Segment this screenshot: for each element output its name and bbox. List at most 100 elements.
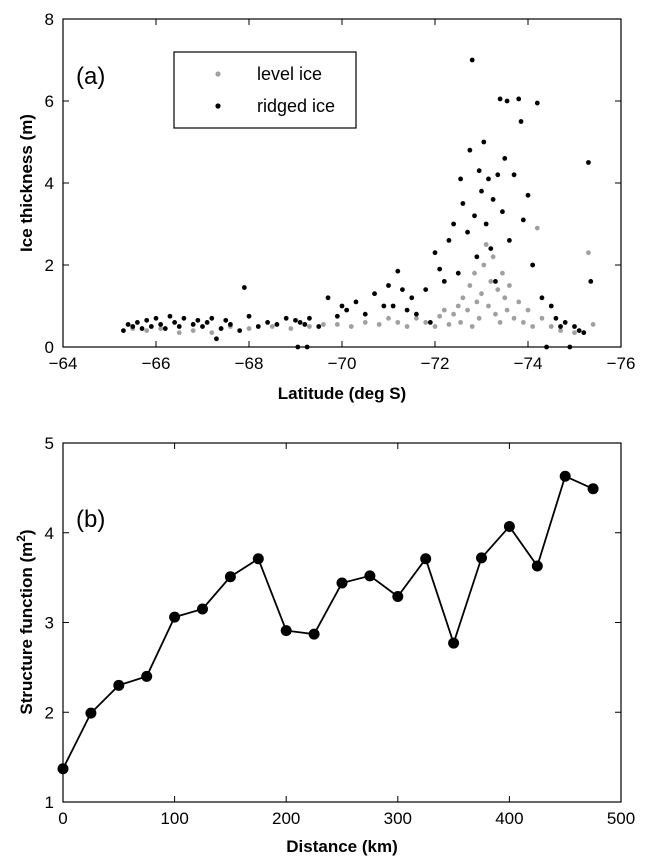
ridged-ice-point bbox=[339, 303, 345, 309]
level-ice-point bbox=[507, 283, 512, 288]
scatter-panel-a: −64 −66 −68 −70 −72 −74 −76 0 2 4 6 8 (a) level ice… bbox=[17, 10, 635, 403]
ridged-ice-point bbox=[474, 254, 480, 260]
x-tick-label-b: 300 bbox=[384, 809, 412, 828]
ridged-ice-point bbox=[400, 287, 405, 292]
ridged-ice-point bbox=[148, 324, 154, 329]
ridged-ice-point bbox=[158, 322, 164, 327]
legend-box bbox=[173, 51, 357, 129]
y-tick-label-b: 3 bbox=[45, 614, 54, 633]
data-point bbox=[559, 470, 571, 482]
ridged-ice-point bbox=[460, 201, 466, 206]
data-point bbox=[587, 483, 599, 495]
data-point bbox=[392, 590, 404, 602]
level-ice-point bbox=[246, 326, 252, 331]
y-axis-label-b-main: Structure function (m bbox=[17, 542, 36, 715]
ridged-ice-point bbox=[469, 57, 475, 63]
level-ice-point bbox=[321, 322, 326, 327]
data-point bbox=[169, 611, 181, 623]
level-ice-point bbox=[520, 320, 526, 325]
ridged-ice-point bbox=[516, 96, 522, 102]
level-ice-point bbox=[525, 307, 531, 313]
data-point bbox=[503, 520, 515, 532]
y-axis-label-b-tail: ) bbox=[17, 529, 36, 535]
ridged-ice-point bbox=[125, 322, 131, 327]
level-ice-point bbox=[474, 299, 480, 305]
ridged-ice-point bbox=[500, 209, 505, 215]
level-ice-point bbox=[590, 322, 596, 327]
ridged-ice-point bbox=[372, 291, 377, 297]
data-point bbox=[85, 707, 97, 719]
y-tick-label-a: 6 bbox=[45, 92, 54, 111]
ridged-ice-point bbox=[130, 324, 136, 329]
plot-area-b bbox=[62, 442, 622, 803]
data-point bbox=[448, 637, 460, 649]
level-ice-point bbox=[423, 320, 429, 325]
level-ice-point bbox=[395, 320, 401, 325]
ridged-ice-point bbox=[586, 160, 591, 165]
ridged-ice-point bbox=[121, 328, 126, 333]
ridged-ice-point bbox=[223, 317, 229, 323]
level-ice-point bbox=[460, 295, 466, 301]
ridged-ice-point bbox=[265, 320, 270, 325]
y-tick-label-b: 1 bbox=[45, 793, 54, 812]
ridged-ice-point bbox=[181, 315, 187, 321]
level-ice-point bbox=[458, 320, 463, 325]
ridged-ice-point bbox=[218, 326, 224, 331]
legend: level ice ridged ice bbox=[173, 51, 357, 129]
level-ice-point bbox=[502, 295, 508, 301]
level-ice-point bbox=[414, 315, 419, 321]
level-ice-point bbox=[548, 324, 554, 329]
ridged-ice-point bbox=[297, 320, 303, 325]
y-tick-label-b: 2 bbox=[45, 703, 54, 722]
level-ice-point bbox=[437, 313, 443, 319]
level-ice-point bbox=[376, 322, 382, 327]
level-ice-point bbox=[476, 315, 482, 321]
ridged-ice-point bbox=[302, 322, 308, 327]
y-tick-label-b: 5 bbox=[45, 434, 54, 453]
ridged-ice-point bbox=[255, 324, 261, 329]
x-tick-label-b: 400 bbox=[495, 809, 523, 828]
level-ice-point bbox=[467, 283, 473, 288]
ridged-ice-point bbox=[507, 238, 512, 243]
x-tick-label-a: −68 bbox=[235, 354, 264, 373]
y-tick-label-a: 8 bbox=[45, 10, 54, 29]
ridged-ice-point bbox=[490, 197, 496, 202]
ridged-ice-point bbox=[441, 279, 447, 284]
ridged-ice-point bbox=[386, 283, 391, 288]
level-ice-point bbox=[558, 328, 563, 333]
x-tick-label-a: −64 bbox=[49, 354, 78, 373]
ridged-ice-point bbox=[295, 344, 301, 350]
ridged-ice-point bbox=[548, 303, 554, 309]
legend-label-ridged-ice: ridged ice bbox=[257, 96, 335, 116]
ridged-ice-point bbox=[572, 324, 577, 329]
ridged-ice-point bbox=[446, 238, 452, 243]
ridged-ice-point bbox=[237, 328, 243, 333]
ridged-ice-point bbox=[465, 229, 470, 235]
ridged-ice-point bbox=[344, 307, 350, 313]
ridged-ice-point bbox=[316, 324, 322, 329]
structure-function-series bbox=[57, 470, 599, 775]
ridged-ice-point bbox=[455, 270, 461, 276]
scatter-points bbox=[121, 57, 596, 350]
ridged-ice-point bbox=[135, 320, 140, 325]
ridged-ice-point bbox=[495, 172, 501, 178]
level-ice-point bbox=[500, 270, 505, 276]
level-ice-point bbox=[511, 315, 517, 321]
data-point bbox=[531, 560, 543, 572]
ridged-ice-point bbox=[353, 299, 359, 305]
data-point bbox=[420, 553, 432, 565]
ridged-ice-point bbox=[204, 320, 210, 325]
ridged-ice-point bbox=[544, 344, 549, 350]
x-tick-label-b: 100 bbox=[160, 809, 188, 828]
level-ice-point bbox=[486, 303, 491, 309]
ridged-ice-point bbox=[200, 324, 205, 329]
y-tick-label-a: 2 bbox=[45, 256, 54, 275]
ridged-ice-point bbox=[190, 322, 196, 327]
level-ice-point bbox=[362, 320, 368, 325]
level-ice-point bbox=[190, 328, 196, 333]
x-tick-label-b: 0 bbox=[58, 809, 67, 828]
ridged-ice-point bbox=[144, 317, 150, 323]
level-ice-point bbox=[144, 328, 150, 333]
level-ice-point bbox=[572, 330, 577, 336]
level-ice-point bbox=[446, 322, 452, 327]
